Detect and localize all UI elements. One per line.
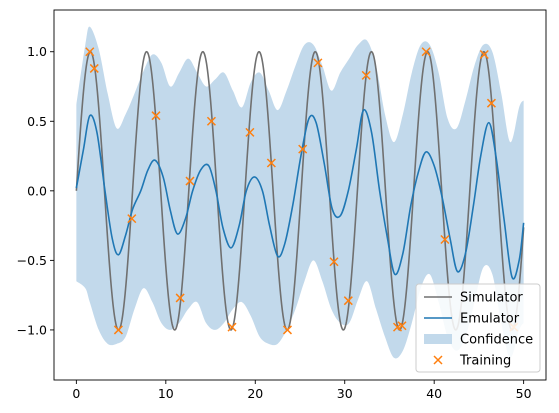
- legend-label-training: Training: [459, 354, 511, 369]
- training-point: [151, 111, 161, 121]
- training-point: [282, 325, 293, 335]
- legend-item-confidence: Confidence: [424, 333, 533, 348]
- training-point: [175, 293, 185, 303]
- training-point: [113, 325, 123, 335]
- training-point: [185, 176, 195, 186]
- confidence-band: [76, 26, 524, 359]
- training-point: [440, 234, 450, 245]
- x-tick-label: 40: [426, 386, 442, 401]
- training-point: [85, 47, 95, 57]
- training-point: [486, 98, 496, 108]
- axes-frame: [53, 9, 547, 381]
- training-point: [266, 158, 276, 168]
- training-point: [206, 116, 216, 126]
- x-tick-label: 50: [516, 386, 532, 401]
- ticks: 0 10 20 30 40 50 −1.0 −0.5 0.0 0.5 1.0: [17, 44, 532, 401]
- training-point: [343, 296, 353, 306]
- legend-box: [415, 283, 541, 373]
- legend-label-simulator: Simulator: [460, 291, 523, 306]
- training-point: [479, 49, 489, 60]
- axes: [53, 9, 547, 381]
- legend-swatch-confidence: [424, 334, 452, 344]
- legend-item-simulator: Simulator: [424, 291, 523, 306]
- x-tick-label: 30: [337, 386, 353, 401]
- x-tick-label: 0: [72, 386, 80, 401]
- training-point: [361, 70, 371, 80]
- legend-item-training: Training: [433, 354, 511, 369]
- emulator-line: [75, 108, 525, 280]
- x-tick-label: 10: [158, 386, 174, 401]
- y-tick-label: −0.5: [17, 253, 47, 268]
- training-point: [298, 144, 308, 154]
- y-tick-label: 0.5: [27, 114, 47, 129]
- training-point: [227, 322, 237, 332]
- legend-swatch-training: [433, 355, 443, 365]
- training-point: [89, 63, 99, 73]
- y-tick-label: 1.0: [27, 44, 47, 59]
- legend-label-emulator: Emulator: [460, 312, 520, 327]
- legend-item-emulator: Emulator: [424, 312, 520, 327]
- y-tick-label: 0.0: [27, 183, 47, 198]
- y-tick-label: −1.0: [17, 322, 47, 337]
- training-point: [421, 47, 431, 57]
- legend: Simulator Emulator Confidence Training: [415, 283, 541, 373]
- plot-area: [75, 26, 525, 359]
- x-tick-label: 20: [247, 386, 263, 401]
- training-point: [329, 257, 339, 267]
- legend-label-confidence: Confidence: [460, 333, 533, 348]
- training-point: [313, 58, 323, 68]
- training-point: [127, 214, 137, 224]
- training-point: [245, 127, 255, 137]
- training-point: [397, 321, 407, 331]
